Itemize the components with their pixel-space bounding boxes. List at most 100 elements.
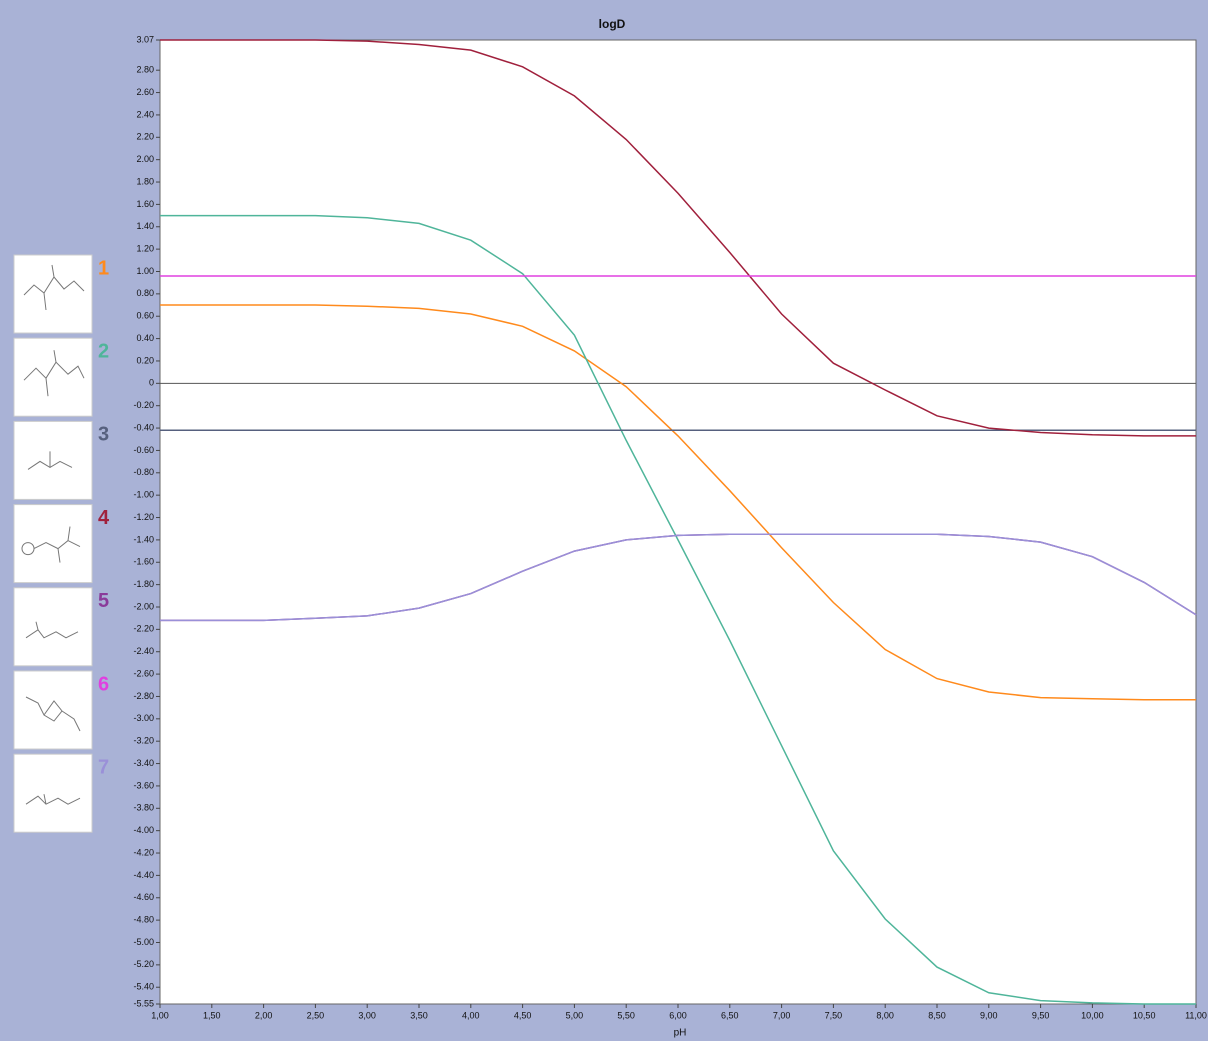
- legend-thumbnail: [13, 753, 93, 833]
- legend-label: 7: [98, 756, 109, 778]
- y-tick-label: -2.80: [133, 691, 154, 701]
- y-tick-label: -0.60: [133, 445, 154, 455]
- y-tick-label: -4.20: [133, 847, 154, 857]
- x-tick-label: 3,50: [410, 1010, 428, 1020]
- y-tick-label: -1.20: [133, 512, 154, 522]
- molecule-drawing: [25, 696, 81, 732]
- legend-thumbnail: [13, 420, 93, 500]
- y-tick-label: -3.20: [133, 736, 154, 746]
- plot-area: [159, 39, 1197, 1005]
- molecule-drawing: [21, 526, 81, 563]
- y-tick-label: 0.40: [136, 333, 154, 343]
- x-tick-label: 1,50: [203, 1010, 221, 1020]
- y-tick-label: -4.80: [133, 915, 154, 925]
- y-tick-label: 1.80: [136, 176, 154, 186]
- legend-label: 2: [98, 340, 109, 362]
- molecule-drawing: [25, 794, 81, 805]
- y-tick-label: 1.40: [136, 221, 154, 231]
- y-tick-label: -5.55: [133, 998, 154, 1008]
- y-tick-label: -1.00: [133, 490, 154, 500]
- y-tick-label: 3.07: [136, 34, 154, 44]
- y-tick-label: 0: [149, 378, 154, 388]
- series-line: [160, 304, 1196, 701]
- legend-item: 2: [13, 337, 109, 417]
- x-tick-label: 1,00: [151, 1010, 169, 1020]
- y-tick-label: 2.60: [136, 87, 154, 97]
- y-tick-label: -2.20: [133, 624, 154, 634]
- y-tick-label: -2.60: [133, 668, 154, 678]
- y-tick-label: -0.80: [133, 467, 154, 477]
- y-tick-label: -0.20: [133, 400, 154, 410]
- legend-label: 1: [98, 257, 109, 279]
- y-tick-label: -1.60: [133, 557, 154, 567]
- series-line: [160, 39, 1196, 437]
- x-tick-label: 9,00: [980, 1010, 998, 1020]
- legend-thumbnail: [13, 587, 93, 667]
- y-tick-label: -5.00: [133, 937, 154, 947]
- y-tick-label: -5.40: [133, 982, 154, 992]
- y-tick-label: 2.80: [136, 65, 154, 75]
- x-tick-label: 6,00: [669, 1010, 687, 1020]
- series-line: [160, 533, 1197, 622]
- x-tick-label: 4,50: [514, 1010, 532, 1020]
- x-tick-label: 5,50: [617, 1010, 635, 1020]
- y-tick-label: -4.00: [133, 825, 154, 835]
- y-tick-label: -1.80: [133, 579, 154, 589]
- y-tick-label: 0.60: [136, 311, 154, 321]
- legend-item: 1: [13, 254, 109, 334]
- chart-title: logD: [599, 17, 626, 31]
- y-tick-label: -3.40: [133, 758, 154, 768]
- x-tick-label: 8,50: [928, 1010, 946, 1020]
- legend-thumbnail: [13, 504, 93, 584]
- y-tick-label: -0.40: [133, 422, 154, 432]
- x-tick-label: 5,00: [566, 1010, 584, 1020]
- y-tick-label: 1.00: [136, 266, 154, 276]
- y-tick-label: -4.60: [133, 892, 154, 902]
- y-tick-label: -2.40: [133, 646, 154, 656]
- y-tick-label: 1.20: [136, 244, 154, 254]
- x-tick-label: 9,50: [1032, 1010, 1050, 1020]
- y-tick-label: 0.80: [136, 288, 154, 298]
- x-axis-label: pH: [674, 1028, 687, 1039]
- y-tick-label: 2.00: [136, 154, 154, 164]
- x-tick-label: 7,00: [773, 1010, 791, 1020]
- legend-item: 6: [13, 670, 109, 750]
- x-tick-label: 7,50: [825, 1010, 843, 1020]
- x-tick-label: 2,00: [255, 1010, 273, 1020]
- legend-item: 7: [13, 753, 109, 833]
- legend-thumbnail: [13, 337, 93, 417]
- x-tick-label: 6,50: [721, 1010, 739, 1020]
- x-tick-label: 3,00: [358, 1010, 376, 1020]
- molecule-drawing: [27, 451, 73, 470]
- molecule-drawing: [25, 621, 79, 639]
- molecule-drawing: [23, 350, 85, 397]
- y-tick-label: -4.40: [133, 870, 154, 880]
- legend-item: 5: [13, 587, 109, 667]
- y-tick-label: -3.80: [133, 803, 154, 813]
- y-tick-label: 0.20: [136, 355, 154, 365]
- x-tick-label: 4,00: [462, 1010, 480, 1020]
- x-tick-label: 10,50: [1133, 1010, 1156, 1020]
- legend-label: 3: [98, 424, 109, 446]
- molecule-drawing: [23, 264, 85, 311]
- legend-item: 3: [13, 420, 109, 500]
- legend-thumbnail: [13, 670, 93, 750]
- y-tick-label: 2.20: [136, 132, 154, 142]
- x-tick-label: 2,50: [307, 1010, 325, 1020]
- y-tick-label: -2.00: [133, 601, 154, 611]
- y-tick-label: 2.40: [136, 109, 154, 119]
- y-tick-label: -1.40: [133, 534, 154, 544]
- legend-label: 5: [98, 590, 109, 612]
- y-tick-label: 1.60: [136, 199, 154, 209]
- legend-item: 4: [13, 504, 110, 584]
- x-tick-label: 8,00: [876, 1010, 894, 1020]
- legend-label: 6: [98, 673, 109, 695]
- y-tick-label: -3.60: [133, 780, 154, 790]
- x-tick-label: 10,00: [1081, 1010, 1104, 1020]
- y-tick-label: -3.00: [133, 713, 154, 723]
- series-line: [160, 214, 1196, 1005]
- y-tick-label: -5.20: [133, 959, 154, 969]
- legend-label: 4: [98, 507, 110, 529]
